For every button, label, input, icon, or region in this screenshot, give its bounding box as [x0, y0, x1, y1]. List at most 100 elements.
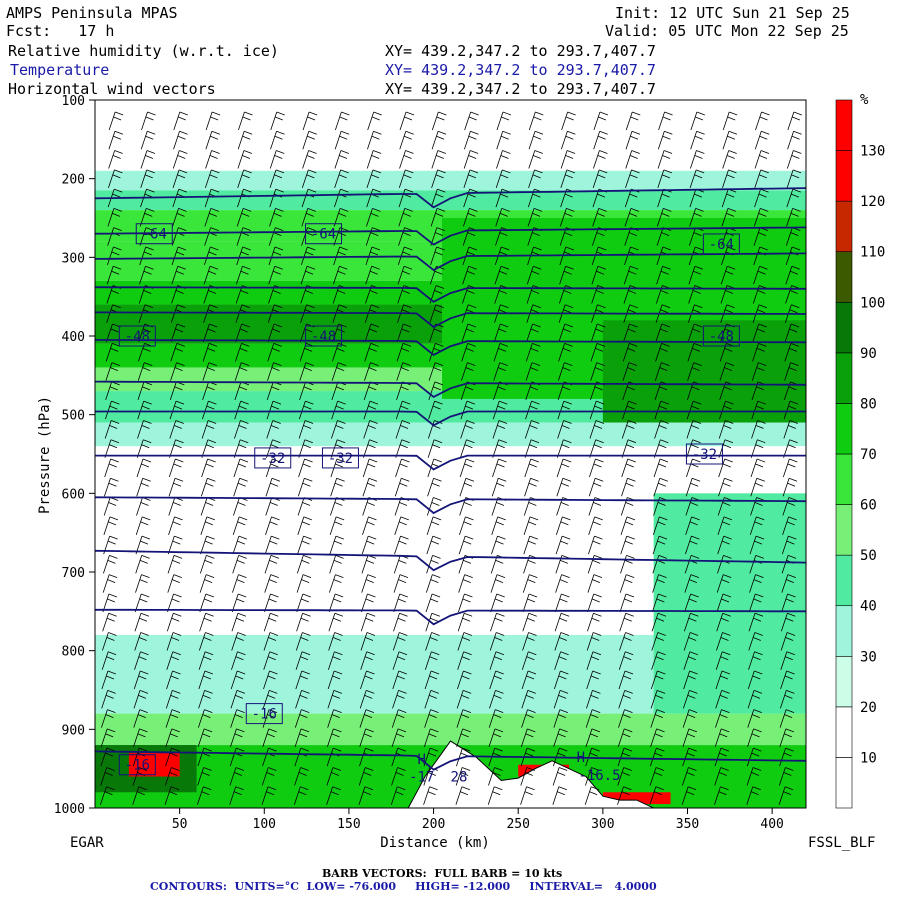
wind-barb	[395, 400, 411, 420]
wind-barb	[460, 439, 475, 458]
wind-barb	[687, 342, 703, 362]
wind-barb	[301, 227, 316, 246]
wind-barb	[658, 111, 673, 131]
wind-barb	[204, 208, 220, 227]
wind-barb	[754, 150, 770, 169]
wind-barb	[587, 574, 603, 593]
wind-barb	[522, 632, 537, 651]
wind-barb	[396, 323, 412, 343]
wind-barb	[621, 477, 636, 497]
wind-barb	[682, 767, 697, 786]
wind-barb	[363, 400, 379, 420]
wind-barb	[327, 689, 343, 709]
colorbar-segment	[835, 706, 853, 758]
wind-barb	[586, 670, 601, 690]
wind-barb	[718, 477, 733, 497]
wind-barb	[296, 612, 311, 632]
isotherm-line	[95, 286, 806, 303]
wind-barb	[426, 535, 441, 555]
colorbar-segment	[835, 150, 853, 202]
wind-barb	[489, 689, 504, 709]
rh-shading	[95, 170, 806, 808]
wind-barb	[134, 651, 149, 670]
wind-barb	[683, 651, 699, 670]
wind-barb	[134, 612, 150, 632]
wind-barb	[620, 555, 635, 574]
wind-barb	[719, 400, 734, 420]
rh-patch	[653, 493, 806, 714]
wind-barb	[233, 477, 248, 497]
wind-barb	[423, 786, 438, 805]
wind-barb	[586, 632, 602, 651]
wind-barb	[782, 477, 798, 497]
wind-barb	[232, 516, 248, 535]
wind-barb	[618, 689, 633, 709]
wind-barb	[329, 516, 345, 535]
wind-barb	[683, 632, 699, 651]
wind-barb	[132, 786, 147, 805]
wind-barb	[589, 458, 604, 478]
wind-barb	[263, 651, 278, 670]
colorbar-tick-label: 100	[860, 295, 885, 311]
y-tick-label: 500	[62, 409, 85, 424]
wind-barb	[231, 593, 247, 613]
wind-barb	[394, 477, 410, 497]
wind-barb	[683, 670, 698, 690]
wind-barb	[267, 362, 282, 381]
wind-barb	[686, 420, 702, 439]
wind-barb	[685, 477, 701, 497]
wind-barb	[619, 612, 634, 632]
wind-barb	[264, 593, 279, 613]
rh-band	[95, 190, 806, 211]
wind-barb	[201, 458, 216, 478]
wind-barb	[137, 362, 153, 381]
wind-barb	[297, 535, 312, 555]
wind-barb	[654, 400, 669, 420]
y-tick-label: 100	[62, 94, 85, 109]
wind-barb	[295, 632, 311, 651]
wind-barb	[589, 400, 605, 420]
wind-barb	[236, 208, 252, 227]
wind-barb	[264, 574, 279, 593]
wind-barb	[460, 400, 476, 420]
wind-barb	[655, 323, 670, 343]
wind-barb	[300, 265, 316, 285]
wind-barb	[197, 767, 212, 786]
wind-barb	[133, 728, 148, 748]
wind-barb	[295, 689, 310, 709]
wind-barb	[722, 130, 738, 150]
wind-barb	[621, 420, 637, 439]
wind-barb	[139, 246, 154, 266]
wind-barb	[525, 400, 540, 420]
wind-barb	[238, 111, 253, 131]
wind-barb	[426, 497, 442, 516]
wind-barb	[590, 342, 606, 362]
wind-barb	[520, 786, 535, 805]
wind-barb	[392, 632, 408, 651]
x-tick-label: 300	[591, 817, 614, 832]
wind-barb	[202, 323, 218, 343]
wind-barb	[459, 516, 474, 535]
wind-barb	[651, 632, 666, 651]
colorbar-tick-label: 90	[860, 346, 877, 362]
wind-barb	[431, 111, 447, 131]
wind-barb	[302, 111, 318, 131]
x-tick-label: 350	[676, 817, 699, 832]
wind-barb	[101, 651, 117, 670]
wind-barb	[236, 265, 251, 285]
wind-barb	[687, 323, 703, 343]
wind-barb	[526, 265, 542, 285]
wind-barb	[652, 574, 667, 593]
wind-barb	[199, 593, 215, 613]
wind-barb	[295, 651, 311, 670]
wind-barb	[521, 670, 537, 690]
extremum-label: H	[577, 750, 585, 766]
wind-barb	[200, 535, 215, 555]
wind-barb	[592, 208, 607, 227]
wind-barb	[330, 477, 345, 497]
wind-barb	[524, 458, 539, 478]
wind-barb	[560, 169, 576, 188]
wind-barb	[779, 747, 794, 767]
init-time: Init: 12 UTC Sun 21 Sep 25	[615, 4, 850, 22]
wind-barb	[199, 612, 214, 632]
